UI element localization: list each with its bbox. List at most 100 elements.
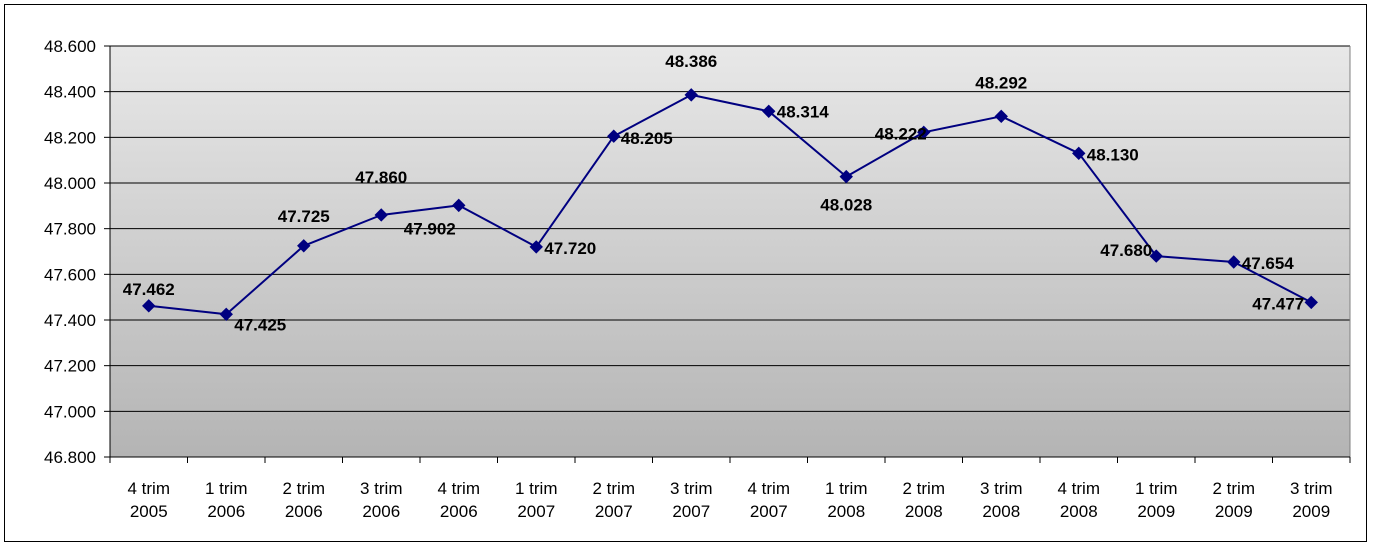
- x-tick-label-line: 2 trim: [903, 479, 946, 498]
- data-label: 47.860: [355, 168, 407, 187]
- plot-area: [110, 46, 1350, 457]
- x-tick-label: 1 trim 2006: [205, 479, 248, 521]
- x-tick-label: 2 trim 2009: [1213, 479, 1256, 521]
- x-tick-label-line: 2007: [595, 502, 633, 521]
- axes: [104, 45, 1351, 463]
- data-label: 47.654: [1242, 254, 1295, 273]
- diamond-icon: [1149, 249, 1163, 263]
- x-tick-label-line: 2 trim: [593, 479, 636, 498]
- data-label: 47.425: [234, 315, 286, 334]
- x-tick-label: 3 trim 2009: [1290, 479, 1333, 521]
- x-tick-label-line: 3 trim: [670, 479, 713, 498]
- x-tick-label-line: 1 trim: [515, 479, 558, 498]
- diamond-icon: [374, 208, 388, 222]
- x-axis-tick-labels: 4 trim 2005 1 trim 2006 2 trim 2006 3 trim 2006…: [128, 479, 1333, 521]
- y-tick-label: 48.200: [44, 128, 96, 147]
- series-markers: [142, 88, 1318, 321]
- x-tick-label-line: 2 trim: [283, 479, 326, 498]
- x-tick-label-line: 2005: [130, 502, 168, 521]
- x-tick-label-line: 3 trim: [360, 479, 403, 498]
- data-label: 47.725: [278, 207, 330, 226]
- diamond-icon: [762, 104, 776, 119]
- gridlines: [110, 45, 1350, 412]
- x-tick-label-line: 2008: [827, 502, 865, 521]
- data-label: 47.477: [1252, 294, 1304, 313]
- data-label: 47.902: [404, 219, 456, 238]
- y-tick-label: 47.400: [44, 311, 96, 330]
- x-tick-label-line: 2007: [517, 502, 555, 521]
- x-tick-label: 3 trim 2006: [360, 479, 403, 521]
- x-tick-label-line: 2009: [1292, 502, 1330, 521]
- y-axis-tick-labels: 46.800 47.000 47.200 47.400 47.600 47.800 48.0…: [44, 37, 96, 467]
- data-label: 47.462: [123, 280, 175, 299]
- x-tick-label-line: 2006: [362, 502, 400, 521]
- data-label: 48.222: [875, 124, 927, 143]
- data-label: 48.028: [820, 196, 872, 215]
- data-label: 48.292: [975, 73, 1027, 92]
- x-tick-label: 3 trim 2007: [670, 479, 713, 521]
- x-tick-label-line: 4 trim: [748, 479, 791, 498]
- data-label: 48.205: [621, 129, 673, 148]
- diamond-icon: [1227, 255, 1241, 269]
- diamond-icon: [684, 88, 698, 102]
- diamond-icon: [529, 240, 543, 254]
- x-tick-label: 1 trim 2009: [1135, 479, 1178, 521]
- x-tick-label: 1 trim 2008: [825, 479, 868, 521]
- diamond-icon: [1304, 295, 1318, 310]
- x-tick-label-line: 3 trim: [980, 479, 1023, 498]
- y-tick-label: 47.800: [44, 220, 96, 239]
- data-label: 48.314: [777, 102, 830, 121]
- x-tick-label-line: 2007: [672, 502, 710, 521]
- data-label: 47.720: [544, 239, 596, 258]
- diamond-icon: [839, 169, 853, 184]
- x-tick-label-line: 3 trim: [1290, 479, 1333, 498]
- x-tick-label: 4 trim 2005: [128, 479, 171, 521]
- diamond-icon: [1072, 146, 1086, 161]
- x-tick-label-line: 2 trim: [1213, 479, 1256, 498]
- data-label: 47.680: [1100, 241, 1152, 260]
- series-line-path: [148, 93, 1312, 316]
- x-tick-label: 2 trim 2007: [593, 479, 636, 521]
- x-tick-label-line: 2008: [1060, 502, 1098, 521]
- y-tick-label: 48.400: [44, 83, 96, 102]
- x-tick-label-line: 2006: [207, 502, 245, 521]
- x-tick-label-line: 1 trim: [825, 479, 868, 498]
- diamond-icon: [917, 125, 931, 140]
- x-tick-label: 4 trim 2008: [1058, 479, 1101, 521]
- y-tick-label: 46.800: [44, 448, 96, 467]
- x-tick-label-line: 2006: [285, 502, 323, 521]
- x-tick-label-line: 2008: [905, 502, 943, 521]
- x-tick-label: 2 trim 2008: [903, 479, 946, 521]
- x-tick-label: 3 trim 2008: [980, 479, 1023, 521]
- y-tick-label: 47.600: [44, 265, 96, 284]
- x-tick-label: 1 trim 2007: [515, 479, 558, 521]
- y-tick-label: 47.200: [44, 357, 96, 376]
- x-tick-label-line: 2007: [750, 502, 788, 521]
- y-tick-label: 48.000: [44, 174, 96, 193]
- diamond-icon: [142, 299, 156, 313]
- diamond-icon: [219, 307, 233, 321]
- series-line: [148, 93, 1312, 316]
- x-tick-label-line: 2006: [440, 502, 478, 521]
- x-tick-label-line: 4 trim: [1058, 479, 1101, 498]
- x-tick-label: 4 trim 2007: [748, 479, 791, 521]
- x-tick-label: 4 trim 2006: [438, 479, 481, 521]
- diamond-icon: [297, 239, 311, 253]
- x-tick-label-line: 1 trim: [205, 479, 248, 498]
- x-tick-label: 2 trim 2006: [283, 479, 326, 521]
- x-tick-label-line: 2009: [1215, 502, 1253, 521]
- data-labels: 47.462 47.425 47.725 47.860 47.902 47.720 48.2…: [123, 52, 1305, 334]
- x-tick-label-line: 4 trim: [438, 479, 481, 498]
- x-tick-label-line: 2009: [1137, 502, 1175, 521]
- data-label: 48.130: [1087, 145, 1139, 164]
- y-tick-label: 47.000: [44, 402, 96, 421]
- diamond-icon: [607, 129, 621, 143]
- diamond-icon: [452, 198, 466, 213]
- data-label: 48.386: [665, 52, 717, 71]
- y-tick-label: 48.600: [44, 37, 96, 56]
- diamond-icon: [994, 109, 1008, 124]
- x-tick-label-line: 1 trim: [1135, 479, 1178, 498]
- x-tick-label-line: 2008: [982, 502, 1020, 521]
- x-tick-label-line: 4 trim: [128, 479, 171, 498]
